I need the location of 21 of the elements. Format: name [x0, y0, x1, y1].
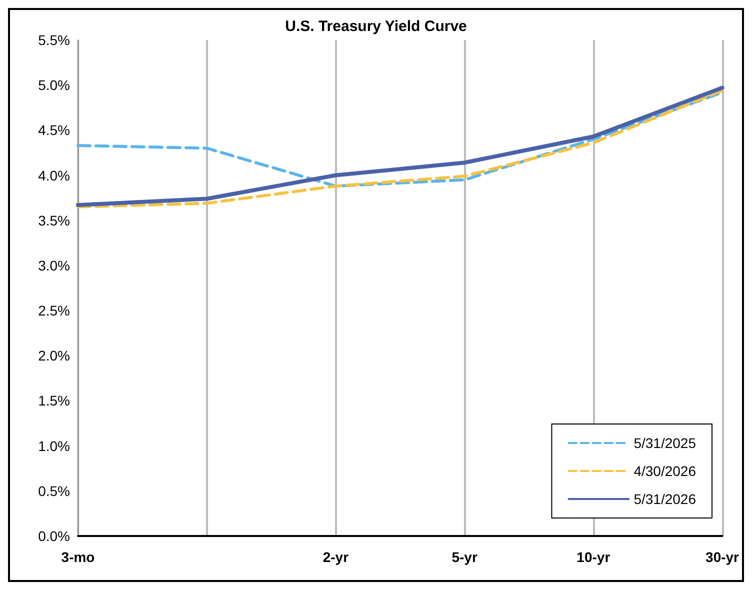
y-tick-label: 1.0%	[38, 438, 70, 454]
x-tick-label: 3-mo	[61, 549, 95, 565]
x-tick-label: 10-yr	[576, 549, 611, 565]
y-tick-label: 1.5%	[38, 392, 70, 409]
y-tick-label: 5.5%	[38, 32, 70, 48]
y-tick-label: 2.0%	[38, 348, 70, 364]
x-tick-label: 30-yr	[706, 549, 740, 565]
legend-label: 5/31/2025	[634, 435, 696, 451]
y-tick-label: 0.0%	[38, 528, 70, 544]
x-tick-label: 2-yr	[322, 549, 350, 565]
legend-label: 5/31/2026	[634, 491, 696, 507]
legend-label: 4/30/2026	[634, 463, 696, 479]
y-tick-label: 0.5%	[38, 482, 70, 499]
x-tick-label: 5-yr	[452, 549, 478, 565]
y-tick-label: 4.0%	[38, 167, 70, 184]
y-tick-label: 3.0%	[38, 257, 70, 274]
chart-title: U.S. Treasury Yield Curve	[285, 18, 467, 35]
y-tick-label: 4.5%	[38, 122, 70, 138]
y-tick-label: 2.5%	[38, 302, 70, 319]
y-tick-label: 5.0%	[38, 77, 70, 94]
y-tick-label: 3.5%	[38, 212, 70, 228]
